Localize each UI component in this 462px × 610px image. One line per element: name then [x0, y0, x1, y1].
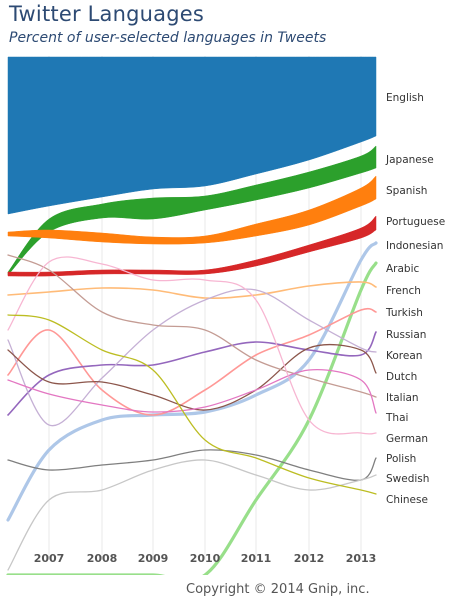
x-axis-ticks: 2007 2008 2009 2010 2011 2012 2013 [34, 552, 377, 565]
x-tick-label: 2013 [346, 552, 377, 565]
series-label-russian: Russian [386, 329, 426, 341]
copyright-text: Copyright © 2014 Gnip, inc. [186, 582, 370, 597]
series-label-spanish: Spanish [386, 185, 427, 197]
series-label-japanese: Japanese [385, 154, 434, 166]
series-band-japanese [7, 145, 377, 276]
x-tick-label: 2010 [190, 552, 221, 565]
series-label-polish: Polish [386, 453, 416, 465]
series-band-english [7, 56, 377, 215]
series-labels: English Japanese Spanish Portuguese Indonesi… [385, 92, 445, 506]
series-label-indonesian: Indonesian [386, 240, 443, 252]
series-label-english: English [386, 92, 424, 104]
bump-chart: English Japanese Spanish Portuguese Indonesi… [6, 56, 445, 575]
series-label-korean: Korean [386, 350, 422, 362]
series-label-thai: Thai [385, 412, 408, 424]
series-line-thai [7, 368, 377, 414]
series-line-chinese [7, 314, 377, 495]
x-tick-label: 2008 [87, 552, 118, 565]
series-band-spanish [7, 175, 377, 245]
series-label-chinese: Chinese [386, 494, 428, 506]
series-line-arabic [6, 261, 378, 575]
series-line-russian [7, 331, 377, 416]
series-line-turkish [7, 307, 377, 416]
x-tick-label: 2009 [138, 552, 169, 565]
chart-title: Twitter Languages [9, 2, 205, 26]
series-line-french [7, 281, 377, 299]
chart-subtitle: Percent of user-selected languages in Tw… [9, 30, 327, 46]
series-label-italian: Italian [386, 392, 419, 404]
series-label-swedish: Swedish [386, 473, 429, 485]
series-lines [6, 241, 378, 575]
series-label-arabic: Arabic [386, 263, 420, 275]
series-label-portuguese: Portuguese [386, 216, 445, 228]
series-line-german [7, 256, 377, 435]
x-tick-label: 2007 [34, 552, 65, 565]
x-tick-label: 2012 [294, 552, 325, 565]
series-bands [7, 56, 377, 277]
series-line-polish [7, 449, 377, 481]
series-line-dutch [7, 343, 377, 411]
series-label-german: German [386, 433, 428, 445]
series-line-korean [7, 288, 377, 427]
x-tick-label: 2011 [241, 552, 272, 565]
series-line-italian [7, 254, 377, 398]
series-label-french: French [386, 285, 421, 297]
series-label-turkish: Turkish [385, 307, 423, 319]
series-label-dutch: Dutch [386, 371, 417, 383]
series-line-indonesian [6, 241, 378, 522]
series-line-swedish [7, 459, 377, 571]
